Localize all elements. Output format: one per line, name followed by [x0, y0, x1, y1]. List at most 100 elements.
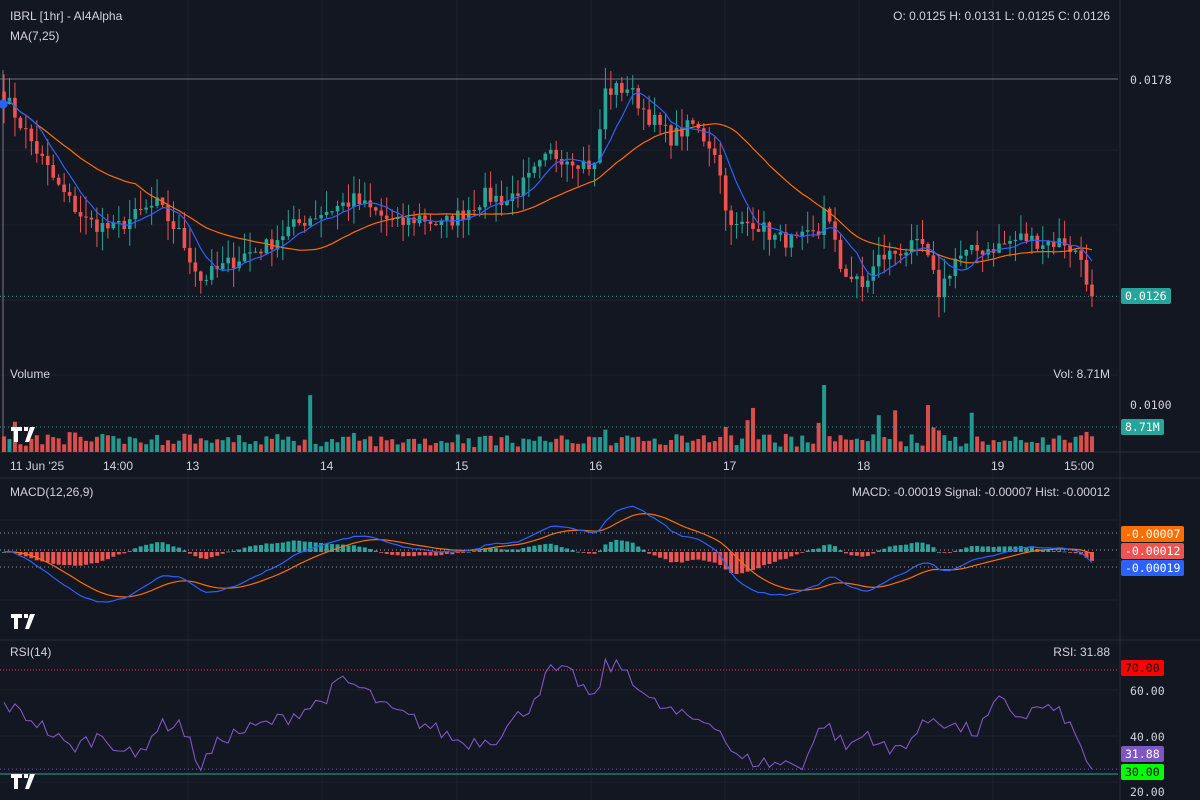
- candle: [707, 141, 712, 149]
- macd-histogram-bar: [647, 552, 652, 554]
- volume-bar: [324, 441, 329, 452]
- candle: [226, 257, 230, 264]
- candle: [264, 239, 269, 254]
- candle: [84, 216, 88, 218]
- macd-histogram-bar: [969, 546, 974, 552]
- rsi-axis-label: 40.00: [1130, 730, 1165, 744]
- candle: [958, 255, 963, 259]
- candle: [521, 177, 526, 196]
- candle: [100, 223, 105, 232]
- candle: [1002, 243, 1007, 245]
- macd-histogram-bar: [166, 544, 171, 552]
- macd-histogram-bar: [920, 542, 925, 552]
- rsi-last-tag: 31.88: [1121, 746, 1164, 762]
- volume-bar: [269, 438, 274, 452]
- volume-bar: [936, 430, 941, 452]
- macd-histogram-bar: [226, 551, 231, 553]
- candle: [106, 223, 110, 229]
- macd-histogram-bar: [778, 552, 783, 560]
- volume-bar: [811, 443, 816, 452]
- volume-bar: [772, 442, 777, 452]
- volume-bar: [745, 420, 750, 452]
- macd-histogram-bar: [674, 552, 679, 562]
- ma7-line: [3, 91, 1093, 278]
- macd-histogram-bar: [953, 550, 958, 552]
- volume-bar: [833, 441, 838, 452]
- volume-bar: [253, 441, 258, 452]
- volume-bar: [1013, 436, 1018, 452]
- candle: [920, 238, 925, 244]
- candle: [762, 222, 766, 232]
- candle: [702, 128, 706, 142]
- ma7-marker: [0, 99, 8, 109]
- candle: [745, 221, 750, 224]
- candle: [13, 97, 17, 118]
- macd-histogram-bar: [630, 542, 635, 552]
- macd-histogram-bar: [483, 548, 488, 552]
- volume-bar: [1007, 440, 1012, 452]
- macd-histogram-bar: [105, 552, 110, 560]
- macd-histogram-bar: [641, 549, 646, 552]
- volume-bar: [849, 439, 854, 452]
- candle: [816, 231, 821, 235]
- volume-bar: [335, 442, 340, 452]
- candle: [242, 253, 247, 262]
- candle: [1051, 241, 1056, 247]
- candle: [368, 200, 373, 208]
- candle: [281, 236, 285, 241]
- macd-histogram-bar: [209, 552, 214, 558]
- volume-bar: [887, 439, 892, 452]
- volume-bar: [783, 433, 788, 452]
- volume-bar: [1090, 436, 1094, 452]
- candle: [428, 221, 433, 224]
- candle: [73, 195, 77, 213]
- volume-bar: [718, 436, 723, 452]
- volume-bar: [794, 446, 799, 452]
- volume-bar: [166, 440, 171, 452]
- macd-histogram-bar: [526, 546, 531, 552]
- volume-bar: [209, 442, 214, 452]
- volume-bar: [477, 436, 482, 452]
- volume-bar: [313, 443, 318, 452]
- candle: [78, 212, 83, 217]
- candle: [756, 228, 761, 232]
- macd-histogram-bar: [783, 552, 788, 559]
- candle: [357, 193, 362, 205]
- candle: [800, 231, 805, 236]
- last-price-tag: 0.0126: [1121, 288, 1171, 304]
- ma25-line: [3, 100, 1093, 264]
- macd-histogram-bar: [439, 552, 444, 555]
- macd-histogram-bar: [712, 552, 717, 563]
- macd-histogram-bar: [138, 546, 143, 552]
- macd-histogram-bar: [422, 552, 427, 556]
- macd-histogram-bar: [800, 552, 805, 553]
- volume-bar: [674, 434, 679, 452]
- volume-bar: [499, 437, 504, 452]
- volume-bar: [444, 442, 449, 452]
- macd-histogram-bar: [597, 550, 602, 552]
- candle: [740, 221, 744, 225]
- candle: [630, 88, 635, 90]
- volume-bar: [1051, 438, 1056, 452]
- macd-histogram-bar: [510, 549, 515, 552]
- macd-histogram-bar: [111, 552, 116, 557]
- volume-bar: [964, 443, 969, 452]
- volume-bar: [1084, 431, 1089, 452]
- macd-histogram-bar: [40, 552, 45, 562]
- macd-histogram-bar: [958, 549, 963, 552]
- volume-bar: [226, 437, 231, 452]
- macd-histogram-bar: [997, 546, 1002, 552]
- macd-histogram-bar: [198, 552, 203, 559]
- volume-bar: [346, 436, 351, 452]
- macd-histogram-bar: [264, 543, 269, 552]
- volume-bar: [614, 442, 619, 452]
- candle: [860, 276, 865, 287]
- volume-bar: [231, 442, 236, 452]
- macd-histogram-bar: [964, 547, 969, 552]
- rsi-overbought-tag: 70.00: [1121, 660, 1164, 676]
- candle: [127, 219, 132, 230]
- volume-bar: [2, 436, 6, 452]
- volume-bar: [34, 435, 39, 452]
- candle: [1030, 235, 1034, 242]
